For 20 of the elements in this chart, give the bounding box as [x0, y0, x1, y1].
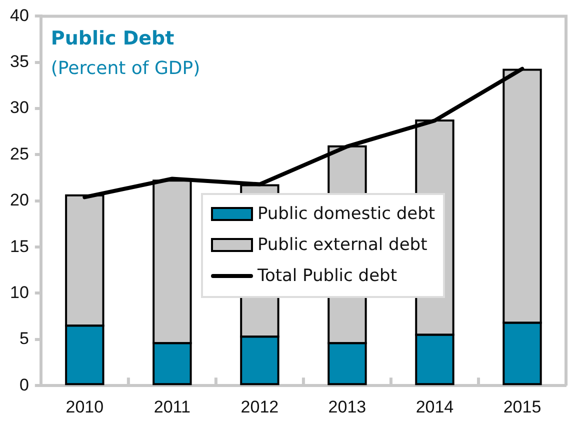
- x-tick-label: 2015: [503, 397, 542, 416]
- x-tick-label: 2011: [154, 397, 190, 416]
- y-tick-label: 35: [10, 52, 29, 72]
- x-tick-label: 2014: [416, 397, 454, 416]
- y-tick-label: 40: [10, 6, 29, 25]
- text: Public Debt: [50, 28, 174, 50]
- y-tick-label: 20: [10, 190, 29, 210]
- legend-label: Public external debt: [257, 235, 428, 256]
- y-tick-label: 0: [19, 375, 29, 394]
- x-tick-label: 2013: [328, 397, 366, 416]
- x-tick-label: 2012: [240, 397, 279, 416]
- legend-label: Total Public debt: [257, 266, 397, 286]
- legend-label: Public domestic debt: [257, 204, 436, 224]
- x-tick-label: 2010: [66, 397, 104, 416]
- y-tick-label: 5: [19, 329, 29, 348]
- y-tick-label: 30: [10, 98, 29, 118]
- y-tick-label: 25: [10, 144, 29, 164]
- y-tick-label: 10: [10, 282, 29, 302]
- text: (Percent of GDP): [50, 58, 200, 79]
- y-tick-label: 15: [10, 236, 29, 256]
